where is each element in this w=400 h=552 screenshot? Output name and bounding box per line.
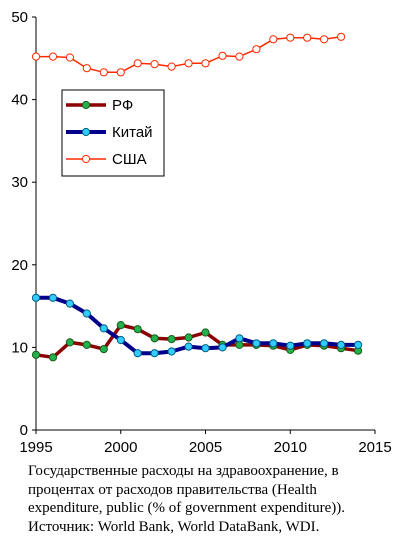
series-1-point [201, 344, 210, 353]
x-tick-label: 2010 [274, 439, 307, 456]
series-1-point [269, 339, 278, 348]
series-0-point [65, 338, 75, 347]
series-1-point [235, 334, 244, 343]
series-2-point [337, 32, 346, 41]
legend: РФ Китай США [61, 89, 165, 177]
series-2-point [184, 59, 193, 68]
series-2-point [252, 45, 261, 54]
series-2-point [167, 62, 176, 71]
x-tick-label: 2015 [358, 439, 391, 456]
series-1-point [286, 341, 295, 350]
y-tick-label: 10 [11, 339, 28, 356]
series-2-point [65, 53, 75, 62]
caption-line-3: expenditure, public (% of government exp… [28, 500, 345, 516]
series-1-point [252, 339, 261, 348]
series-2-point [201, 59, 210, 68]
health-expenditure-chart: 0 10 20 30 40 50 1995 2000 2005 2010 2015 РФ Китай С… [11, 9, 391, 456]
series-1-point [337, 340, 346, 349]
series-0-point [82, 340, 91, 349]
y-tick-label: 40 [11, 92, 28, 109]
series-2-point [31, 52, 41, 61]
series-2-point [150, 60, 159, 69]
legend-label-1: Китай [112, 124, 153, 141]
series-0-point [167, 335, 176, 344]
series-2-point [218, 51, 227, 60]
series-2-point [286, 33, 295, 42]
series-1-point [354, 340, 363, 349]
y-tick-label: 20 [11, 257, 28, 274]
series-2-point [269, 35, 278, 44]
series-1-point [65, 299, 75, 308]
y-tick-label: 30 [11, 174, 28, 191]
series-1-point [48, 293, 58, 302]
series-2-point [82, 64, 91, 73]
legend-marker-1 [81, 127, 91, 137]
series-2-point [48, 52, 58, 61]
y-tick-label: 0 [20, 422, 28, 439]
legend-label-2: США [112, 151, 147, 168]
legend-marker-0 [81, 100, 91, 110]
series-0-point [184, 333, 193, 342]
series-2-point [133, 59, 142, 68]
series-1-point [99, 324, 108, 333]
series-2-point [235, 52, 244, 61]
series-1-point [150, 349, 159, 358]
series-1-point [184, 342, 193, 351]
series-1-point [133, 349, 142, 358]
x-tick-label: 1995 [19, 439, 52, 456]
series-1-point [116, 335, 125, 345]
series-1-point [320, 339, 329, 348]
chart-caption: Государственные расходы на здравоохранен… [28, 462, 396, 536]
series-0-point [99, 345, 108, 354]
x-tick-label: 2000 [104, 439, 137, 456]
series-2-point [303, 33, 312, 42]
y-tick-label: 50 [11, 9, 28, 26]
axes [35, 17, 375, 431]
series-0-point [31, 350, 41, 359]
caption-line-2: процентах от расходов правительства (Hea… [28, 481, 317, 498]
series-1-point [218, 343, 227, 352]
legend-marker-2 [81, 154, 91, 164]
series-2-point [116, 68, 125, 77]
series-2-point [320, 35, 329, 44]
ticks: 0 10 20 30 40 50 1995 2000 2005 2010 2015 [11, 9, 391, 456]
caption-line-1: Государственные расходы на здравоохранен… [28, 463, 339, 479]
series-0-point [48, 353, 58, 362]
series-2-point [99, 68, 108, 77]
caption-line-4: Источник: World Bank, World DataBank, WD… [28, 518, 320, 535]
series-1-point [167, 347, 176, 356]
series-1-point [31, 293, 41, 302]
series-0-point [150, 334, 159, 343]
series-0-point [133, 325, 142, 334]
series-1-point [82, 309, 91, 318]
series-0-point [201, 328, 210, 337]
series-layer [31, 32, 363, 362]
series-1-point [303, 339, 312, 348]
x-tick-label: 2005 [189, 439, 222, 456]
series-0-point [116, 321, 125, 330]
legend-label-0: РФ [112, 97, 133, 114]
